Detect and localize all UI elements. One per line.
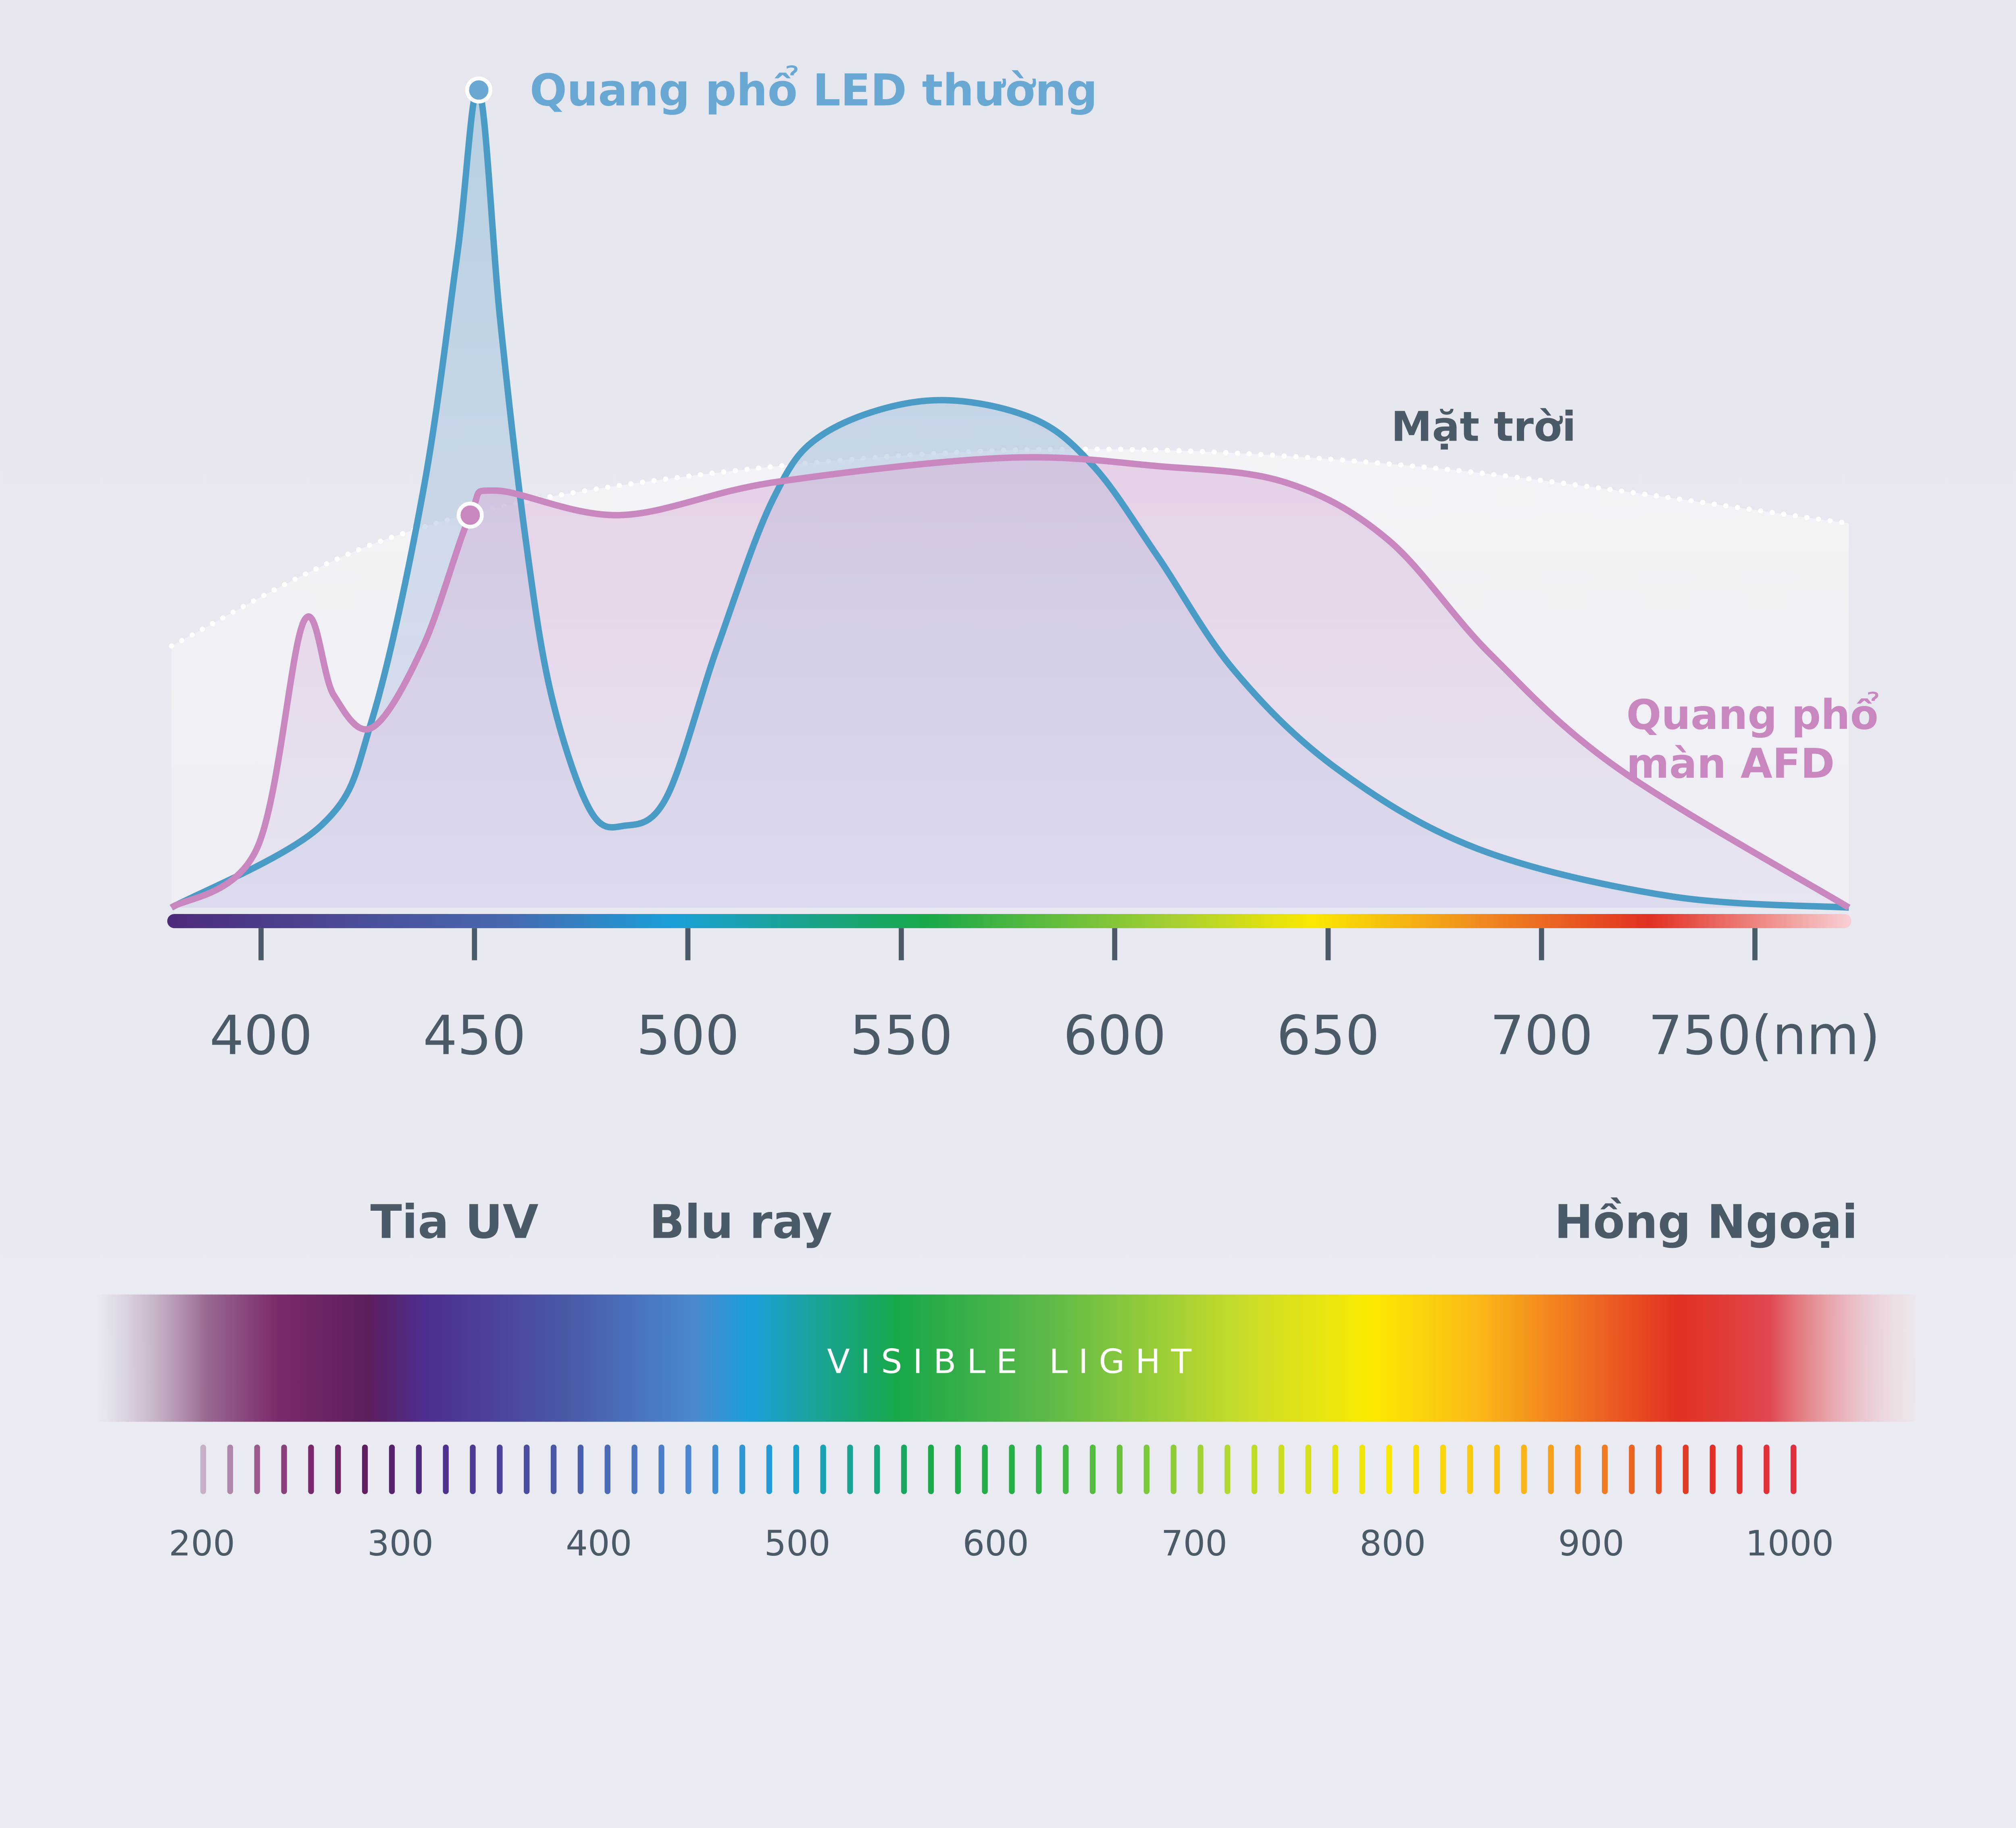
afd-area [171, 457, 1849, 908]
scale-tick-label: 200 [169, 1524, 235, 1564]
x-axis-labels: 400 450 500 550 600 650 700 750(nm) [210, 1004, 1881, 1067]
blue-ray-label: Blu ray [649, 1195, 832, 1249]
sun-label: Mặt trời [1391, 403, 1576, 451]
spectrum-chart: Quang phổ LED thường Mặt trời Quang phổ … [167, 65, 1881, 1067]
afd-marker [456, 502, 484, 529]
x-axis-ticks [258, 928, 1758, 960]
afd-label-line1: Quang phổ [1627, 691, 1879, 739]
scale-tick-label: 1000 [1745, 1524, 1834, 1564]
led-label: Quang phổ LED thường [530, 65, 1098, 116]
scale-tick-label: 800 [1360, 1524, 1426, 1564]
x-axis-color-bar [167, 914, 1851, 929]
wavelength-scale-ticks [200, 1445, 1797, 1494]
afd-series-line [169, 454, 1851, 910]
x-axis-tick-label: 500 [636, 1004, 739, 1067]
x-axis-tick-label: 650 [1277, 1004, 1380, 1067]
x-axis-tick-label: 450 [423, 1004, 526, 1067]
x-axis-tick-label: 400 [210, 1004, 313, 1067]
scale-tick-label: 500 [764, 1524, 830, 1564]
uv-label: Tia UV [371, 1195, 539, 1249]
x-axis-tick-label: 550 [850, 1004, 953, 1067]
led-peak-marker [465, 76, 492, 104]
scale-tick-label: 600 [963, 1524, 1029, 1564]
x-axis-tick-label: 750(nm) [1648, 1004, 1880, 1067]
visible-spectrum-bar [96, 1294, 1916, 1422]
scale-tick-label: 300 [367, 1524, 433, 1564]
led-series-line [170, 86, 1849, 911]
wavelength-scale-labels: 200 300 400 500 600 700 800 900 1000 [169, 1524, 1834, 1564]
visible-light-label: V I S I B L E L I G H T [827, 1342, 1191, 1381]
scale-tick-label: 900 [1558, 1524, 1624, 1564]
scale-tick-label: 400 [566, 1524, 632, 1564]
x-axis-tick-label: 600 [1063, 1004, 1166, 1067]
scale-tick-label: 700 [1161, 1524, 1227, 1564]
infrared-label: Hồng Ngoại [1554, 1195, 1858, 1249]
x-axis-tick-label: 700 [1490, 1004, 1593, 1067]
spectrum-band-section: Tia UV Blu ray Hồng Ngoại V I S I B L E … [96, 1195, 1916, 1564]
afd-label-line2: màn AFD [1627, 740, 1835, 788]
sun-series-line [169, 446, 1851, 649]
